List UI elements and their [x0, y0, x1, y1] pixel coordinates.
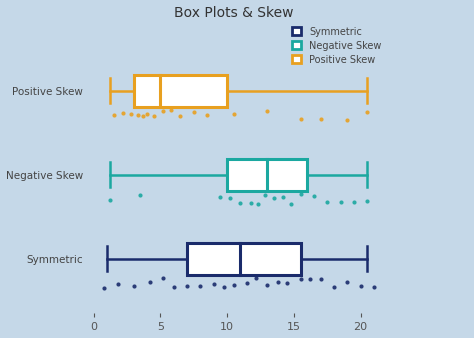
- Point: [230, 283, 237, 288]
- Point: [230, 112, 237, 117]
- Point: [350, 200, 358, 205]
- Point: [210, 281, 218, 287]
- Point: [344, 117, 351, 123]
- Point: [221, 284, 228, 290]
- Point: [100, 285, 108, 290]
- Point: [146, 279, 154, 285]
- Point: [254, 201, 262, 206]
- Point: [226, 195, 234, 201]
- Point: [237, 200, 244, 205]
- Point: [279, 194, 287, 200]
- Point: [106, 198, 113, 203]
- Point: [283, 280, 291, 286]
- Point: [159, 275, 167, 281]
- Point: [150, 113, 157, 118]
- Point: [297, 192, 304, 197]
- Bar: [187, 243, 301, 275]
- Point: [110, 112, 118, 117]
- Point: [183, 284, 191, 289]
- Point: [119, 110, 127, 116]
- Point: [130, 283, 137, 288]
- Point: [190, 110, 198, 115]
- Point: [317, 117, 324, 122]
- Point: [127, 111, 135, 117]
- Point: [177, 114, 184, 119]
- Bar: [227, 159, 307, 191]
- Point: [139, 113, 147, 119]
- Point: [323, 199, 331, 205]
- Point: [170, 284, 178, 290]
- Point: [337, 200, 345, 205]
- Point: [264, 283, 271, 288]
- Point: [364, 109, 371, 115]
- Point: [253, 276, 260, 281]
- Point: [310, 193, 318, 198]
- Point: [370, 285, 378, 290]
- Point: [344, 279, 351, 285]
- Legend: Symmetric, Negative Skew, Positive Skew: Symmetric, Negative Skew, Positive Skew: [292, 27, 382, 65]
- Point: [167, 108, 175, 113]
- Point: [203, 112, 211, 118]
- Point: [274, 279, 282, 284]
- Point: [134, 112, 141, 117]
- Point: [137, 192, 144, 197]
- Point: [143, 111, 151, 116]
- Point: [264, 108, 271, 114]
- Title: Box Plots & Skew: Box Plots & Skew: [174, 5, 293, 20]
- Point: [217, 194, 224, 199]
- Bar: [134, 75, 227, 107]
- Point: [364, 198, 371, 204]
- Point: [357, 284, 365, 289]
- Point: [287, 201, 295, 207]
- Point: [114, 282, 121, 287]
- Point: [297, 276, 304, 282]
- Point: [317, 276, 324, 282]
- Point: [270, 195, 278, 201]
- Point: [159, 108, 167, 114]
- Point: [297, 117, 304, 122]
- Point: [247, 200, 255, 205]
- Point: [261, 193, 268, 198]
- Point: [330, 285, 337, 290]
- Point: [306, 277, 314, 282]
- Point: [197, 283, 204, 288]
- Point: [243, 281, 251, 286]
